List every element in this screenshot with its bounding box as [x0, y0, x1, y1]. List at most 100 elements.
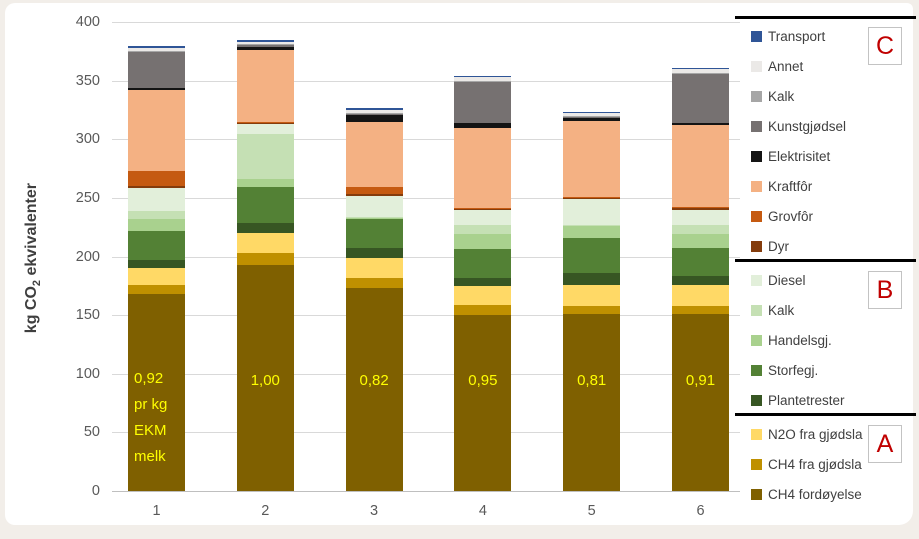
bar-2-segment-transport-c	[236, 40, 294, 42]
bar-2-segment-grovf-r-c	[236, 122, 294, 124]
y-axis-title: kg CO2 ekvivalenter	[22, 183, 44, 334]
bar-6-segment-kalk-b	[672, 224, 729, 235]
gridline-300	[112, 139, 740, 141]
legend-label-grovf-r-c: Grovfôr	[768, 209, 814, 224]
bar-2-segment-handelsgj-b	[236, 178, 294, 187]
bar-2-segment-diesel-b	[236, 123, 294, 134]
bar-3-segment-grovf-r-c	[345, 187, 403, 195]
legend-label-diesel-b: Diesel	[768, 273, 806, 288]
bar-1-segment-storfegj-b	[128, 230, 185, 261]
bar-5-segment-ch4-ford-yelse-a	[563, 313, 621, 491]
x-tick-label-5: 5	[587, 503, 596, 519]
y-tick-label-300: 300	[75, 131, 100, 148]
legend-label-storfegj-b: Storfegj.	[768, 363, 819, 378]
legend-group-box-c: C	[868, 27, 902, 65]
legend-label-kunstgj-dsel-c: Kunstgjødsel	[768, 119, 847, 134]
y-tick-label-100: 100	[75, 365, 100, 382]
bar-4-segment-elektrisitet-c	[454, 123, 512, 129]
legend-swatch-kalk-c	[751, 90, 762, 102]
bar-5-segment-annet-c	[563, 113, 621, 117]
bar-4-segment-transport-c	[454, 75, 512, 78]
bar-4-segment-handelsgj-b	[454, 233, 512, 249]
bar-6-segment-kraftf-r-c	[672, 125, 729, 208]
bar-1-sublabel-line: EKM	[134, 422, 167, 439]
y-tick-label-350: 350	[75, 72, 100, 89]
bar-3-segment-dyr-c	[345, 194, 403, 196]
legend-swatch-plantetrester-b	[751, 394, 762, 406]
bar-3-segment-ch4-ford-yelse-a	[345, 288, 403, 491]
bar-5-segment-diesel-b	[563, 199, 621, 225]
bar-4-segment-kalk-b	[454, 225, 512, 234]
legend-label-dyr-c: Dyr	[768, 239, 789, 254]
bar-5-segment-n2o-fra-gj-dsla-a	[563, 284, 621, 306]
legend-swatch-kraftf-r-c	[751, 180, 762, 192]
bar-1-segment-diesel-b	[128, 188, 185, 211]
legend-label-kalk-b: Kalk	[768, 303, 795, 318]
legend-label-ch4-fra-gj-dsla-a: CH4 fra gjødsla	[768, 457, 862, 472]
legend-group-separator	[735, 413, 916, 416]
bar-1-segment-handelsgj-b	[128, 218, 185, 231]
bar-1-segment-plantetrester-b	[128, 260, 185, 269]
legend-swatch-dyr-c	[751, 240, 762, 252]
legend-group-box-b: B	[868, 271, 902, 309]
y-tick-label-400: 400	[75, 14, 100, 30]
bar-1-segment-grovf-r-c	[128, 170, 185, 187]
bar-1-segment-dyr-c	[128, 186, 185, 189]
bar-2-segment-kraftf-r-c	[236, 49, 294, 123]
legend-swatch-grovf-r-c	[751, 210, 762, 222]
legend-swatch-elektrisitet-c	[751, 150, 762, 162]
legend-label-annet-c: Annet	[768, 59, 804, 74]
bar-5-segment-handelsgj-b	[563, 226, 621, 238]
bar-4-segment-plantetrester-b	[454, 278, 512, 287]
gridline-200	[112, 256, 740, 258]
bar-4-segment-kalk-c	[454, 80, 512, 82]
bar-4-segment-kunstgj-dsel-c	[454, 81, 512, 124]
bar-6-segment-elektrisitet-c	[672, 122, 729, 126]
gridline-350	[112, 80, 740, 82]
bar-5-segment-ch4-fra-gj-dsla-a	[563, 305, 621, 314]
bar-1-sublabel-line: pr kg	[134, 396, 168, 413]
bar-1-segment-kalk-b	[128, 210, 185, 219]
bar-6-segment-ch4-fra-gj-dsla-a	[672, 305, 729, 314]
bar-1-segment-ch4-ford-yelse-a	[128, 294, 185, 491]
bar-value-label-2: 1,00	[250, 372, 280, 389]
bar-3-segment-storfegj-b	[345, 218, 403, 249]
legend-label-kraftf-r-c: Kraftfôr	[768, 179, 813, 194]
bar-2-segment-dyr-c	[236, 122, 294, 124]
y-tick-label-200: 200	[75, 248, 100, 265]
legend-swatch-storfegj-b	[751, 364, 762, 376]
bar-6-segment-transport-c	[672, 67, 729, 70]
bar-4-segment-storfegj-b	[454, 248, 512, 279]
bar-5-segment-storfegj-b	[563, 237, 621, 273]
bar-3-segment-kalk-c	[345, 113, 403, 115]
bar-3-segment-annet-c	[345, 109, 403, 114]
y-tick-label-50: 50	[83, 424, 100, 441]
bar-4-segment-ch4-ford-yelse-a	[454, 315, 512, 491]
x-tick-label-6: 6	[696, 503, 705, 519]
legend-label-ch4-ford-yelse-a: CH4 fordøyelse	[768, 487, 862, 502]
legend-swatch-ch4-fra-gj-dsla-a	[751, 458, 762, 470]
legend-group-separator-top	[735, 16, 916, 19]
bar-5-segment-plantetrester-b	[563, 272, 621, 285]
gridline-400	[112, 22, 740, 23]
bar-5-segment-grovf-r-c	[563, 197, 621, 199]
gridline-150	[112, 315, 740, 317]
legend-swatch-diesel-b	[751, 274, 762, 286]
bar-5-segment-elektrisitet-c	[563, 117, 621, 122]
bar-1-segment-kalk-c	[128, 51, 185, 53]
bar-6-segment-handelsgj-b	[672, 234, 729, 249]
x-tick-label-1: 1	[152, 503, 161, 519]
legend-swatch-ch4-ford-yelse-a	[751, 488, 762, 500]
bar-value-label-3: 0,82	[359, 372, 389, 389]
bar-1-segment-n2o-fra-gj-dsla-a	[128, 268, 185, 285]
bar-6-segment-dyr-c	[672, 208, 729, 210]
bar-5-segment-kalk-c	[563, 116, 621, 118]
bar-2-segment-annet-c	[236, 41, 294, 45]
bar-3-segment-handelsgj-b	[345, 217, 403, 219]
bar-6-segment-ch4-ford-yelse-a	[672, 313, 729, 491]
legend-label-handelsgj-b: Handelsgj.	[768, 333, 832, 348]
y-tick-label-150: 150	[75, 307, 100, 324]
bar-6-segment-annet-c	[672, 69, 729, 73]
bar-3-segment-n2o-fra-gj-dsla-a	[345, 258, 403, 279]
